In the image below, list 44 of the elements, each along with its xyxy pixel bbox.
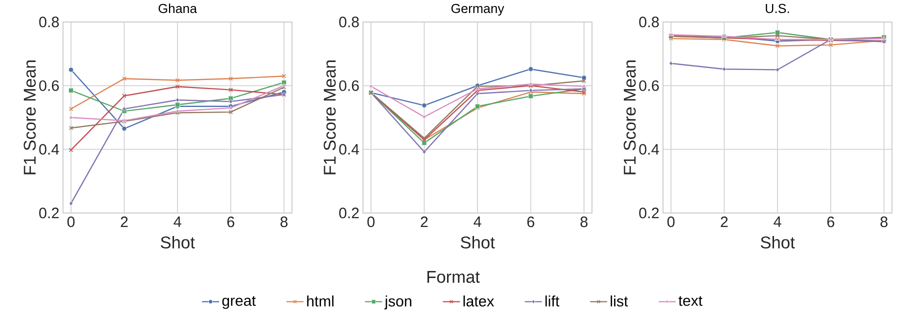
y-tick-label: 0.8 (339, 16, 359, 28)
x-tick-label: 2 (120, 216, 128, 227)
y-tick-label: 0.6 (339, 80, 359, 91)
x-tick-label: 6 (527, 216, 534, 228)
x-tick-label: 2 (420, 216, 428, 227)
legend-title: Format (427, 271, 480, 283)
y-tick-label: 0.8 (639, 16, 659, 28)
legend-label: list (610, 295, 628, 307)
chart-title: Ghana (158, 4, 198, 14)
x-tick-label: 2 (720, 216, 728, 227)
x-tick-label: 8 (880, 216, 888, 228)
chart-title: U.S. (766, 4, 789, 14)
x-tick-label: 0 (67, 216, 75, 228)
x-axis-title: Shot (760, 236, 795, 248)
x-tick-label: 4 (774, 216, 782, 227)
y-axis-title: F1 Score Mean (24, 60, 36, 174)
legend-label: text (678, 296, 702, 306)
legend-label: json (384, 295, 412, 310)
x-tick-label: 0 (367, 216, 375, 228)
legend-label: lift (545, 295, 560, 306)
x-axis-title: Shot (160, 236, 195, 248)
y-axis-title: F1 Score Mean (624, 60, 636, 174)
x-tick-label: 6 (827, 216, 834, 228)
x-tick-label: 4 (474, 216, 482, 227)
legend-label: html (307, 295, 334, 306)
y-tick-label: 0.8 (39, 16, 59, 28)
y-axis-title: F1 Score Mean (324, 60, 336, 174)
x-tick-label: 8 (580, 216, 588, 228)
x-tick-label: 6 (227, 216, 234, 228)
x-tick-label: 0 (667, 216, 675, 228)
legend-label: great (222, 296, 256, 309)
y-tick-label: 0.6 (639, 80, 659, 91)
y-tick-label: 0.2 (639, 208, 659, 218)
y-tick-label: 0.2 (339, 208, 359, 218)
y-tick-label: 0.4 (339, 144, 360, 155)
chart-title: Germany (451, 4, 504, 16)
y-tick-label: 0.4 (39, 144, 60, 155)
legend-label: latex (464, 295, 494, 307)
y-tick-label: 0.6 (39, 80, 59, 91)
x-tick-label: 4 (174, 216, 182, 227)
y-tick-label: 0.4 (639, 144, 660, 155)
y-tick-label: 0.2 (39, 208, 59, 218)
x-tick-label: 8 (280, 216, 288, 228)
x-axis-title: Shot (460, 236, 495, 248)
